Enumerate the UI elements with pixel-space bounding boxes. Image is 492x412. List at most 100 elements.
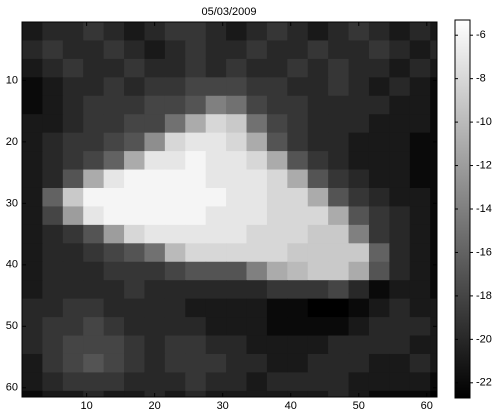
- heatmap-cell: [328, 243, 350, 263]
- heatmap-cell: [226, 224, 248, 244]
- heatmap-cell: [246, 390, 268, 397]
- heatmap-cell: [409, 353, 431, 373]
- heatmap-cell: [246, 187, 268, 207]
- heatmap-cell: [103, 114, 125, 134]
- heatmap-cell: [328, 77, 350, 97]
- heatmap-cell: [287, 280, 309, 300]
- heatmap-cell: [226, 95, 248, 115]
- heatmap-cell: [22, 280, 43, 300]
- heatmap-cell: [124, 335, 145, 355]
- heatmap-cell: [389, 151, 411, 171]
- heatmap-cell: [287, 243, 309, 263]
- heatmap-cell: [144, 58, 166, 78]
- heatmap-cell: [307, 114, 329, 134]
- heatmap-cell: [226, 58, 248, 78]
- heatmap-cell: [307, 151, 329, 171]
- heatmap-cell: [287, 77, 309, 97]
- heatmap-cell: [409, 187, 431, 207]
- heatmap-cell: [42, 132, 64, 152]
- heatmap-cell: [103, 243, 125, 263]
- heatmap-cell: [83, 132, 105, 152]
- heatmap-cell: [22, 224, 43, 244]
- heatmap-cell: [185, 335, 207, 355]
- heatmap-cell: [266, 77, 288, 97]
- heatmap-cell: [144, 151, 166, 171]
- heatmap-cell: [226, 317, 248, 337]
- heatmap-cell: [42, 261, 64, 281]
- heatmap-cell: [368, 77, 390, 97]
- heatmap-cell: [328, 151, 350, 171]
- heatmap-cell: [287, 372, 309, 392]
- colorbar-tick-label: -10: [476, 116, 492, 128]
- heatmap-cell: [430, 22, 437, 41]
- heatmap-cell: [226, 298, 248, 318]
- heatmap-cell: [144, 206, 166, 226]
- heatmap-cell: [62, 261, 84, 281]
- heatmap-cell: [430, 187, 437, 207]
- heatmap-cell: [266, 335, 288, 355]
- heatmap-cell: [266, 243, 288, 263]
- heatmap-cell: [103, 224, 125, 244]
- heatmap-cell: [62, 390, 84, 397]
- heatmap-cell: [389, 372, 411, 392]
- heatmap-cell: [205, 261, 227, 281]
- heatmap-cell: [368, 40, 390, 60]
- heatmap-cell: [287, 58, 309, 78]
- heatmap-cell: [409, 261, 431, 281]
- heatmap-cell: [205, 95, 227, 115]
- heatmap-cell: [287, 353, 309, 373]
- heatmap-cell: [226, 243, 248, 263]
- heatmap-cell: [42, 169, 64, 189]
- heatmap-cell: [205, 224, 227, 244]
- heatmap-cell: [348, 114, 370, 134]
- heatmap-cell: [348, 224, 370, 244]
- heatmap-cell: [124, 132, 145, 152]
- y-tick-label: 20: [6, 136, 18, 148]
- heatmap-cell: [287, 151, 309, 171]
- heatmap-cell: [83, 22, 105, 41]
- heatmap-cell: [185, 22, 207, 41]
- heatmap-cell: [389, 317, 411, 337]
- heatmap-cell: [348, 280, 370, 300]
- heatmap-cell: [409, 206, 431, 226]
- heatmap-cell: [103, 95, 125, 115]
- heatmap-cell: [287, 169, 309, 189]
- heatmap-cell: [226, 353, 248, 373]
- colorbar-tick-label: -14: [476, 203, 492, 215]
- heatmap-cell: [185, 224, 207, 244]
- heatmap-cell: [124, 114, 145, 134]
- heatmap-cell: [62, 114, 84, 134]
- heatmap-cell: [185, 40, 207, 60]
- heatmap-cell: [103, 317, 125, 337]
- heatmap-cell: [62, 206, 84, 226]
- heatmap-cell: [185, 58, 207, 78]
- heatmap-cell: [307, 22, 329, 41]
- heatmap-cell: [409, 372, 431, 392]
- x-tick-label: 40: [285, 400, 297, 412]
- heatmap-cell: [389, 132, 411, 152]
- heatmap-cell: [368, 390, 390, 397]
- heatmap-cell: [103, 280, 125, 300]
- heatmap-cell: [246, 317, 268, 337]
- heatmap-cell: [287, 95, 309, 115]
- heatmap-cell: [266, 169, 288, 189]
- heatmap-cell: [266, 114, 288, 134]
- heatmap-cell: [144, 372, 166, 392]
- heatmap-cell: [307, 280, 329, 300]
- heatmap-cell: [409, 224, 431, 244]
- heatmap-cell: [307, 40, 329, 60]
- heatmap-cell: [103, 206, 125, 226]
- heatmap-cell: [83, 114, 105, 134]
- y-tick-label: 40: [6, 259, 18, 271]
- heatmap-cell: [124, 298, 145, 318]
- plot-frame: [21, 21, 438, 398]
- heatmap-cell: [226, 40, 248, 60]
- heatmap-cell: [368, 243, 390, 263]
- heatmap-cell: [389, 58, 411, 78]
- heatmap-cell: [124, 243, 145, 263]
- heatmap-cell: [144, 40, 166, 60]
- heatmap-cell: [185, 132, 207, 152]
- heatmap-cell: [42, 95, 64, 115]
- heatmap-cell: [409, 40, 431, 60]
- heatmap-cell: [164, 132, 186, 152]
